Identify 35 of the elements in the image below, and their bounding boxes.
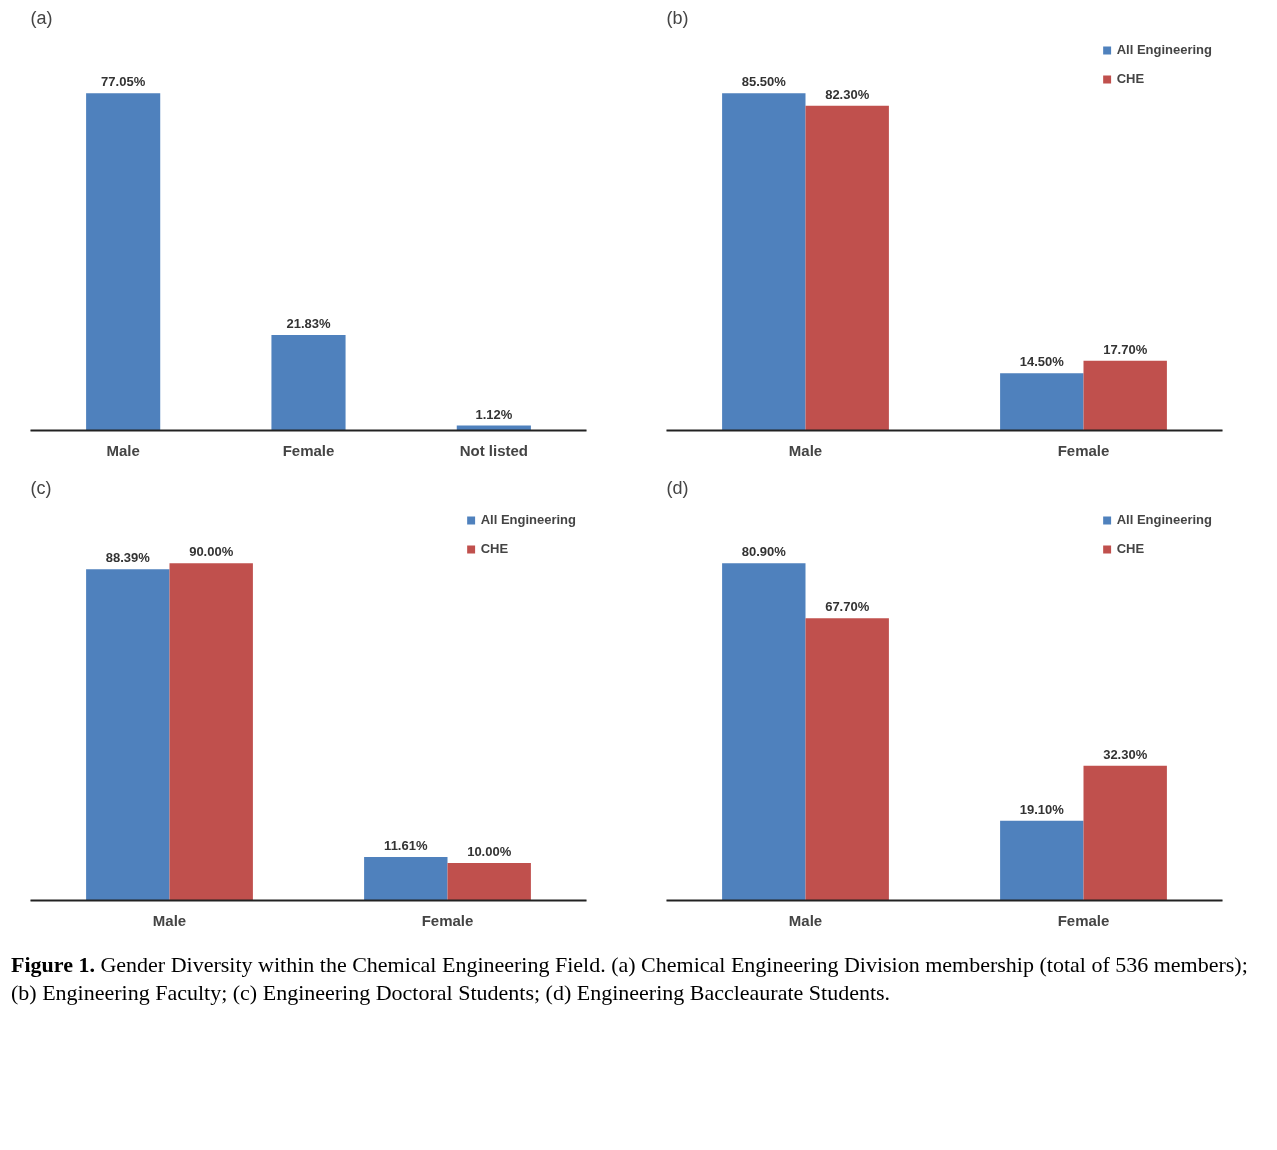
- legend-label: CHE: [480, 541, 509, 556]
- chart-title: (a): [30, 7, 53, 28]
- data-label: 85.50%: [741, 74, 787, 90]
- legend-label: All Engineering: [1116, 42, 1212, 57]
- x-tick-label: Male: [152, 911, 187, 929]
- data-label: 88.39%: [105, 550, 151, 566]
- data-label: 11.61%: [384, 837, 428, 853]
- data-label: 90.00%: [189, 544, 234, 560]
- data-label: 67.70%: [825, 599, 870, 615]
- data-label: 10.00%: [467, 844, 512, 860]
- legend-label: CHE: [1116, 541, 1145, 556]
- x-tick-label: Male: [788, 911, 823, 929]
- data-label: 1.12%: [475, 406, 513, 422]
- legend-label: All Engineering: [1116, 512, 1212, 527]
- data-label: 82.30%: [825, 86, 870, 102]
- chart-title: (c): [30, 477, 52, 498]
- x-tick-label: Male: [788, 441, 823, 459]
- data-label: 14.50%: [1019, 354, 1065, 370]
- data-label: 77.05%: [101, 74, 146, 90]
- chart-title: (d): [666, 477, 689, 498]
- x-tick-label: Female: [1057, 911, 1110, 929]
- x-tick-label: Male: [106, 441, 140, 459]
- x-tick-label: Female: [421, 911, 474, 929]
- data-label: 32.30%: [1103, 746, 1148, 762]
- caption: Figure 1. Gender Diversity within the Chemical Engineering Field. (a) Chemical Engineering Division membership (total of 536 members); (b) Engineering Faculty; (c) Engineering Doctoral Students; (d) Engineering Baccleaurate Students.: [11, 951, 1249, 1006]
- legend-label: CHE: [1116, 71, 1145, 86]
- x-tick-label: Not listed: [459, 441, 529, 459]
- chart-title: (b): [666, 7, 689, 28]
- data-label: 80.90%: [741, 544, 787, 560]
- data-label: 17.70%: [1103, 341, 1148, 357]
- data-label: 21.83%: [286, 315, 331, 331]
- legend-label: All Engineering: [480, 512, 576, 527]
- x-tick-label: Female: [1057, 441, 1110, 459]
- x-tick-label: Female: [282, 441, 335, 459]
- data-label: 19.10%: [1019, 801, 1065, 817]
